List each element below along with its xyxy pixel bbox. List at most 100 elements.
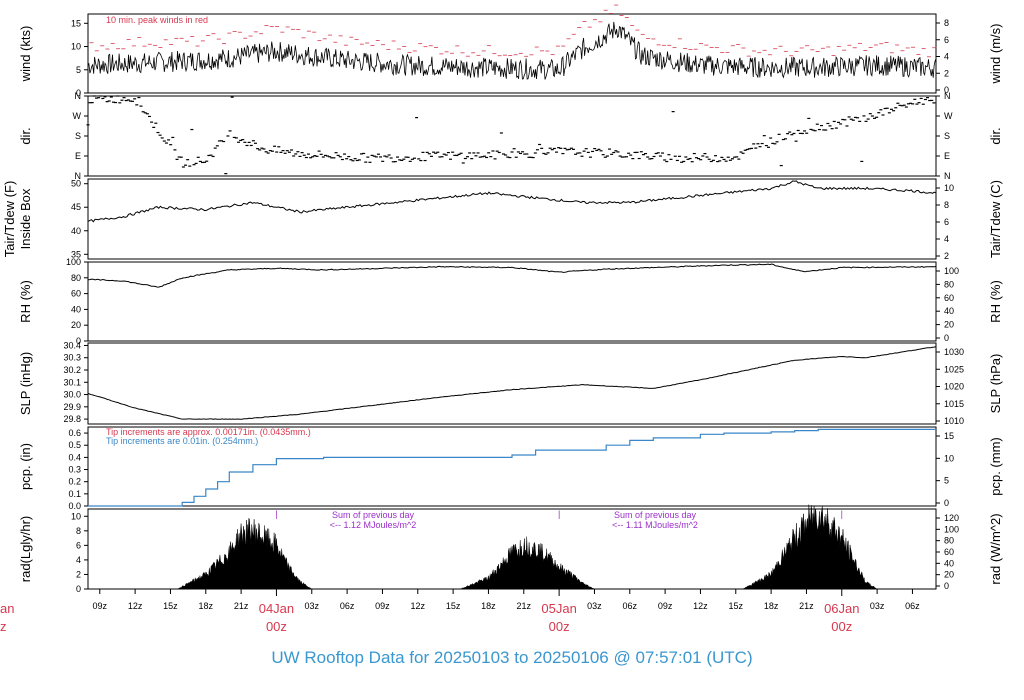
right-tick-label-dir: E	[944, 151, 950, 161]
right-axis-label-rad: rad (W/m^2)	[988, 513, 1003, 584]
left-tick-label-rh: 60	[71, 289, 81, 299]
left-tick-label-pcp: 0.3	[68, 465, 81, 475]
left-axis-label2-temp: Inside Box	[18, 188, 33, 249]
right-tick-label-temp: 4	[944, 234, 949, 244]
pcp-note-approx: Tip increments are approx. 0.00171in. (0…	[106, 427, 311, 437]
left-tick-label-dir: N	[75, 171, 82, 181]
right-axis-label-wind: wind (m/s)	[988, 24, 1003, 85]
x-tick-label: 09z	[375, 601, 390, 611]
left-tick-label-rh: 20	[71, 320, 81, 330]
panel-frame-temp	[87, 178, 937, 260]
right-tick-label-wind: 6	[944, 35, 949, 45]
x-day-time: 00z	[831, 619, 852, 634]
x-tick-label: 09z	[658, 601, 673, 611]
rad-day-area	[460, 536, 596, 590]
left-axis-label-slp: SLP (inHg)	[18, 352, 33, 415]
right-tick-label-rad: 60	[944, 547, 954, 557]
x-tick-label: 15z	[446, 601, 461, 611]
x-tick-label: 03z	[870, 601, 885, 611]
right-tick-label-rh: 60	[944, 293, 954, 303]
left-tick-label-rh: 80	[71, 273, 81, 283]
rh-line	[87, 263, 937, 288]
rad-sum-note: Sum of previous day	[332, 510, 415, 520]
right-tick-label-rh: 0	[944, 333, 949, 343]
x-day-time: 00z	[549, 619, 570, 634]
left-axis-label-temp: Tair/Tdew (F)	[2, 181, 17, 258]
left-axis-label-pcp: pcp. (in)	[18, 443, 33, 490]
x-tick-label: 18z	[481, 601, 496, 611]
left-tick-label-rad: 8	[76, 526, 81, 536]
wind-note: 10 min. peak winds in red	[106, 15, 208, 25]
left-tick-label-rad: 6	[76, 540, 81, 550]
chart-title: UW Rooftop Data for 20250103 to 20250106…	[271, 648, 753, 667]
left-tick-label-wind: 5	[76, 65, 81, 75]
left-axis-label-rh: RH (%)	[18, 280, 33, 323]
right-tick-label-temp: 10	[944, 183, 954, 193]
x-day-date: 05Jan	[541, 601, 576, 616]
left-tick-label-pcp: 0.0	[68, 501, 81, 511]
left-tick-label-slp: 30.4	[63, 340, 81, 350]
right-tick-label-slp: 1010	[944, 416, 964, 426]
right-tick-label-temp: 8	[944, 200, 949, 210]
right-tick-label-rh: 20	[944, 320, 954, 330]
right-axis-label-rh: RH (%)	[988, 280, 1003, 323]
x-tick-label: 12z	[411, 601, 426, 611]
right-tick-label-dir: W	[944, 111, 953, 121]
rad-day-marker: |	[841, 509, 843, 519]
right-tick-label-slp: 1015	[944, 399, 964, 409]
right-axis-label-temp: Tair/Tdew (C)	[988, 180, 1003, 258]
x-tick-label: 15z	[729, 601, 744, 611]
rad-day-area	[177, 517, 312, 590]
left-tick-label-slp: 30.0	[63, 390, 81, 400]
right-tick-label-slp: 1025	[944, 364, 964, 374]
panel-frame-slp	[87, 342, 937, 425]
right-tick-label-dir: S	[944, 131, 950, 141]
left-axis-label-wind: wind (kts)	[18, 26, 33, 83]
left-tick-label-dir: N	[75, 91, 82, 101]
panel-frame-wind	[87, 13, 937, 94]
left-tick-label-rh: 0	[76, 336, 81, 346]
x-tick-label: 18z	[199, 601, 214, 611]
left-tick-label-pcp: 0.5	[68, 440, 81, 450]
temp-line	[87, 180, 937, 223]
left-tick-label-pcp: 0.4	[68, 452, 81, 462]
right-axis-label-slp: SLP (hPa)	[988, 354, 1003, 414]
right-tick-label-temp: 2	[944, 251, 949, 261]
right-tick-label-wind: 8	[944, 18, 949, 28]
left-tick-label-slp: 29.9	[63, 402, 81, 412]
x-day-date: 04Jan	[259, 601, 294, 616]
right-tick-label-wind: 0	[944, 85, 949, 95]
rad-sum-note: Sum of previous day	[614, 510, 697, 520]
right-tick-label-rad: 0	[944, 581, 949, 591]
right-tick-label-pcp: 5	[944, 476, 949, 486]
right-tick-label-rad: 20	[944, 570, 954, 580]
left-tick-label-dir: S	[75, 131, 81, 141]
x-tick-label: 09z	[93, 601, 108, 611]
x-tick-label: 12z	[693, 601, 708, 611]
right-tick-label-wind: 2	[944, 68, 949, 78]
left-tick-label-wind: 15	[71, 18, 81, 28]
right-tick-label-slp: 1020	[944, 382, 964, 392]
left-tick-label-dir: E	[75, 151, 81, 161]
left-tick-label-rad: 10	[71, 511, 81, 521]
rad-day-marker: |	[558, 509, 560, 519]
x-tick-label: 03z	[587, 601, 602, 611]
rad-day-area	[741, 504, 878, 590]
slp-line	[87, 346, 937, 420]
left-tick-label-pcp: 0.1	[68, 489, 81, 499]
right-tick-label-rh: 40	[944, 306, 954, 316]
rad-sum-value: <-- 1.12 MJoules/m^2	[330, 520, 417, 530]
left-tick-label-slp: 30.2	[63, 365, 81, 375]
right-axis-label-dir: dir.	[988, 127, 1003, 144]
left-tick-label-pcp: 0.2	[68, 477, 81, 487]
left-tick-label-rad: 2	[76, 569, 81, 579]
x-tick-label: 18z	[764, 601, 779, 611]
right-tick-label-pcp: 0	[944, 498, 949, 508]
panel-frame-rh	[87, 261, 937, 342]
right-tick-label-rad: 80	[944, 536, 954, 546]
left-tick-label-wind: 0	[76, 88, 81, 98]
right-tick-label-rh: 80	[944, 279, 954, 289]
right-tick-label-rad: 120	[944, 513, 959, 523]
right-tick-label-slp: 1030	[944, 347, 964, 357]
